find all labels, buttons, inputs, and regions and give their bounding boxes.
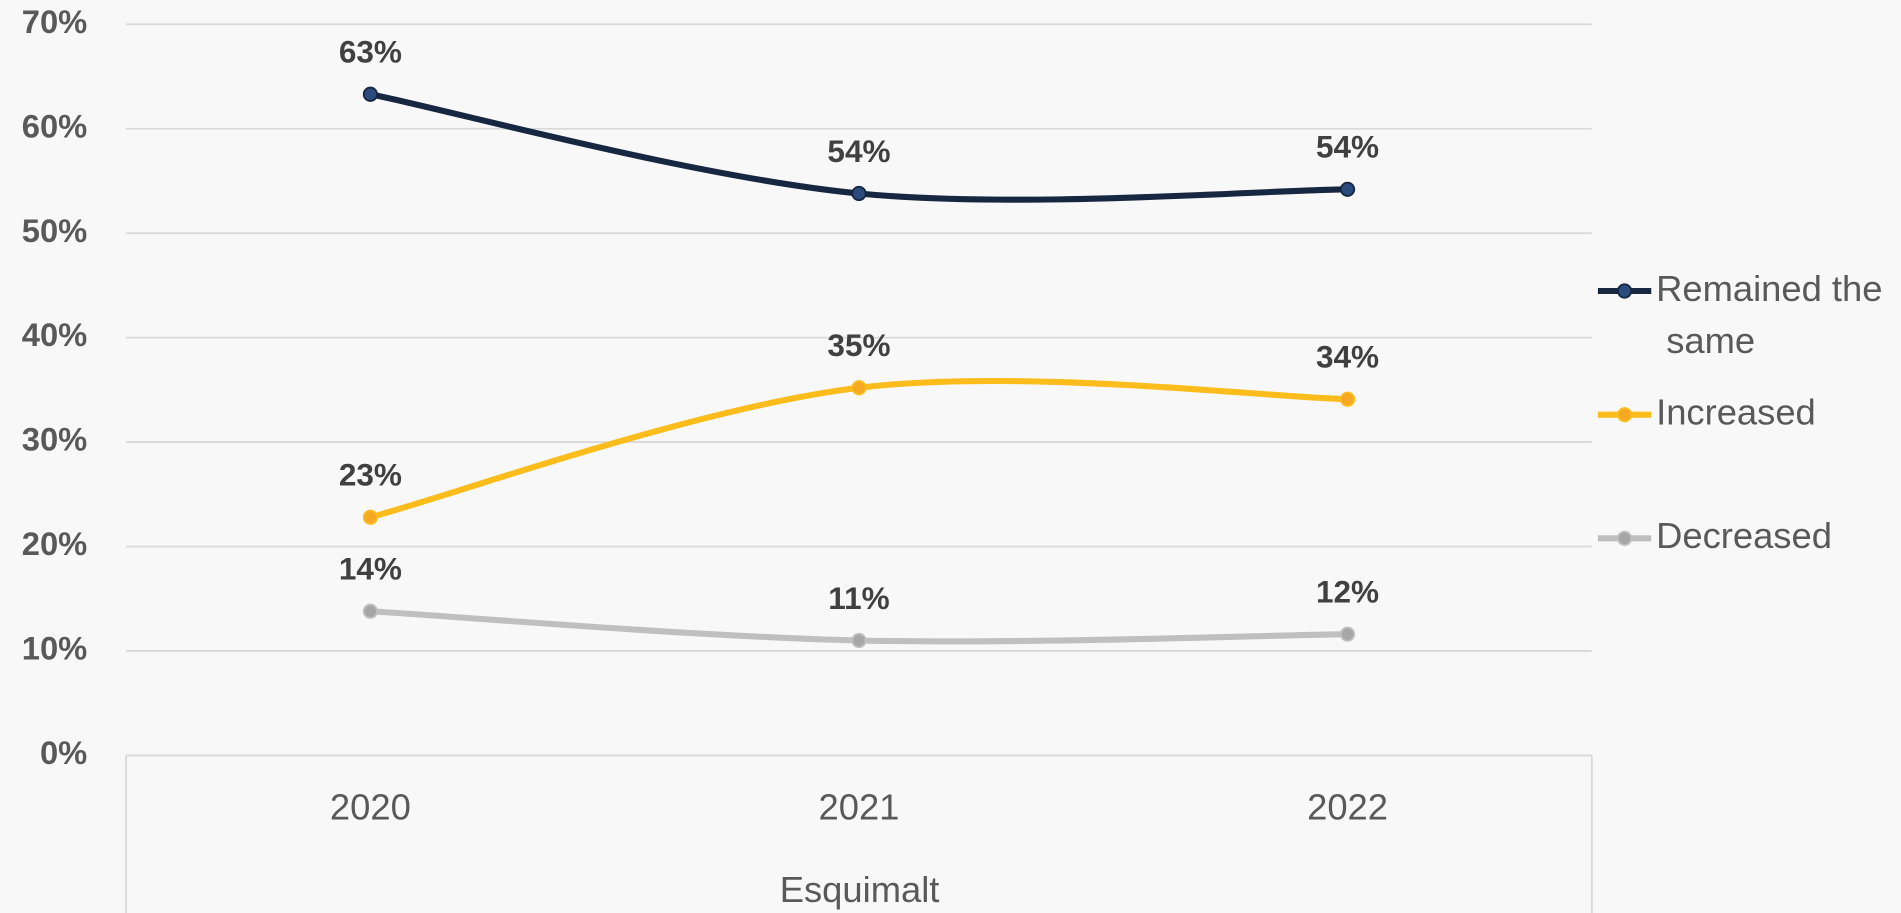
- data-label: 35%: [827, 327, 890, 363]
- y-tick-label: 0%: [40, 734, 87, 771]
- legend-label: Remained the same: [1656, 268, 1882, 361]
- data-point: [1339, 391, 1356, 407]
- y-tick-label: 60%: [22, 107, 88, 144]
- data-label: 63%: [339, 34, 402, 70]
- data-point: [851, 380, 867, 396]
- legend-label: Increased: [1656, 391, 1816, 432]
- data-label: 23%: [339, 457, 402, 493]
- y-tick-label: 40%: [22, 316, 88, 353]
- data-label: 11%: [828, 580, 889, 616]
- legend-label: Decreased: [1656, 515, 1832, 556]
- data-point: [1339, 626, 1356, 642]
- y-tick-label: 30%: [22, 421, 88, 458]
- data-label: 12%: [1316, 574, 1379, 610]
- data-point: [1339, 181, 1356, 197]
- y-tick-label: 10%: [22, 630, 88, 667]
- legend-marker: [1617, 530, 1633, 546]
- legend-marker: [1617, 283, 1633, 299]
- data-label: 14%: [339, 551, 402, 587]
- data-point: [362, 509, 378, 525]
- data-label: 54%: [1316, 129, 1379, 165]
- data-point: [851, 632, 867, 649]
- y-tick-label: 50%: [22, 212, 88, 249]
- x-tick-label: 2021: [819, 787, 900, 828]
- x-tick-label: 2020: [330, 787, 411, 828]
- y-tick-label: 70%: [22, 3, 88, 40]
- x-tick-label: 2022: [1307, 787, 1388, 828]
- data-point: [362, 86, 378, 102]
- y-tick-label: 20%: [22, 525, 88, 562]
- data-point: [362, 603, 378, 619]
- data-point: [851, 185, 867, 202]
- legend-marker: [1617, 407, 1633, 423]
- data-label: 54%: [827, 133, 890, 169]
- x-axis-label: Esquimalt: [780, 869, 940, 910]
- data-label: 34%: [1316, 339, 1379, 375]
